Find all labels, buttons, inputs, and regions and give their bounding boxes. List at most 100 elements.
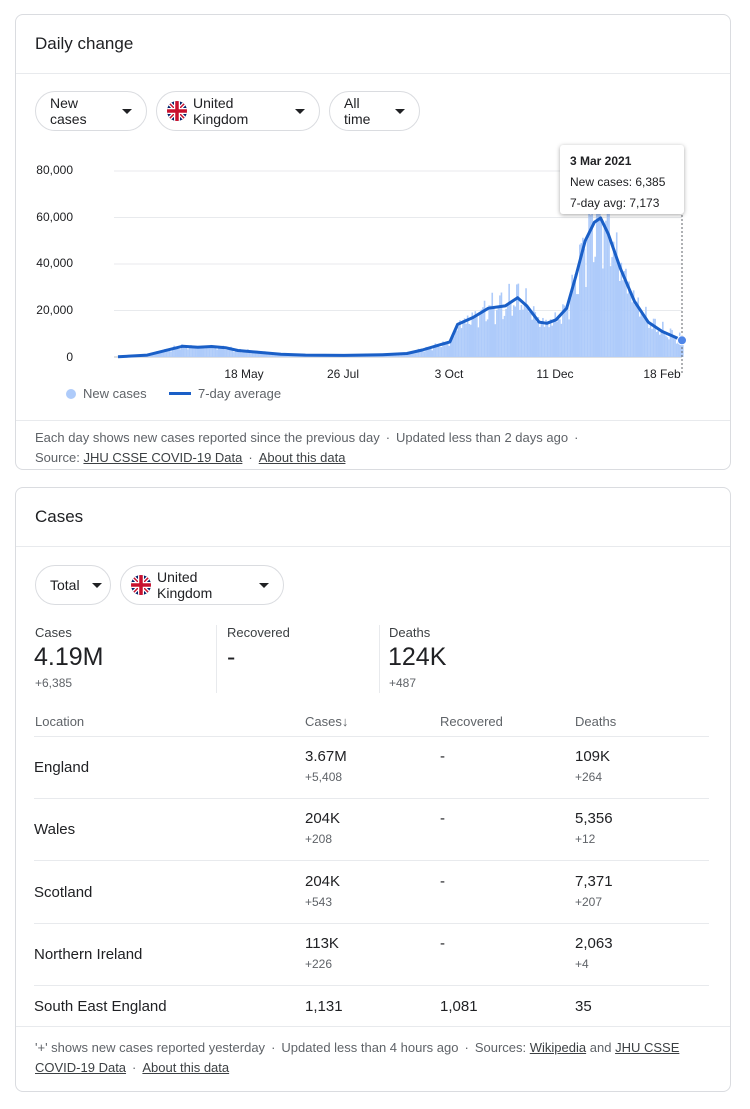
table-row-location[interactable]: Wales	[34, 821, 76, 838]
new-cases-bar	[499, 295, 501, 357]
country-dropdown[interactable]: United Kingdom	[156, 91, 320, 131]
new-cases-bar	[239, 348, 242, 357]
sources-label: Sources:	[474, 1040, 527, 1055]
new-cases-bar	[170, 351, 172, 357]
range-dropdown[interactable]: All time	[329, 91, 420, 131]
jhu-link-part2[interactable]: COVID-19 Data	[35, 1060, 127, 1075]
new-cases-bar	[477, 327, 480, 357]
daily-cases-chart[interactable]	[16, 15, 732, 415]
column-header-recovered[interactable]: Recovered	[440, 714, 503, 729]
new-cases-bar	[488, 305, 490, 357]
new-cases-bar	[227, 347, 229, 357]
new-cases-bar	[190, 345, 192, 357]
new-cases-bar	[436, 345, 438, 357]
scope-dropdown[interactable]: Total	[35, 565, 111, 605]
new-cases-bar	[208, 348, 211, 357]
new-cases-bar	[476, 314, 478, 357]
table-cell-deaths: 5,356	[575, 810, 613, 827]
jhu-link-part1[interactable]: JHU CSSE	[615, 1040, 680, 1055]
new-cases-bar	[465, 323, 467, 357]
chevron-down-icon	[122, 108, 132, 114]
column-header-deaths[interactable]: Deaths	[575, 714, 617, 729]
new-cases-bar	[422, 351, 424, 357]
new-cases-bar	[268, 353, 271, 357]
column-header-location[interactable]: Location	[35, 714, 85, 729]
new-cases-bar	[225, 349, 228, 357]
new-cases-bar	[165, 348, 168, 357]
new-cases-bar	[399, 353, 401, 357]
new-cases-bar	[479, 313, 481, 357]
new-cases-bar	[469, 324, 472, 357]
new-cases-bar	[187, 349, 189, 357]
new-cases-bar	[466, 315, 469, 357]
new-cases-bar	[652, 318, 655, 357]
table-cell-cases-delta: +543	[305, 895, 333, 909]
new-cases-bar	[247, 349, 249, 357]
new-cases-bar	[519, 309, 521, 357]
new-cases-bar	[540, 323, 543, 357]
column-header-cases[interactable]: Cases↓	[305, 714, 348, 729]
new-cases-bar	[651, 329, 653, 357]
new-cases-bar	[442, 341, 444, 357]
new-cases-bar	[665, 335, 667, 357]
new-cases-bar	[666, 337, 669, 357]
new-cases-bar	[237, 349, 240, 357]
new-cases-bar	[628, 281, 630, 357]
new-cases-bar	[492, 307, 495, 357]
new-cases-bar	[671, 330, 673, 357]
new-cases-bar	[277, 354, 280, 357]
cases-country-dropdown[interactable]: United Kingdom	[120, 565, 284, 605]
about-this-data-link[interactable]: About this data	[142, 1060, 230, 1075]
table-row-location[interactable]: Northern Ireland	[34, 946, 143, 963]
new-cases-bar	[210, 344, 212, 357]
x-tick-label: 11 Dec	[536, 367, 574, 381]
source-link[interactable]: JHU CSSE COVID-19 Data	[83, 450, 243, 465]
table-row-location[interactable]: South East England	[34, 998, 167, 1015]
new-cases-bar	[560, 323, 563, 357]
new-cases-bar	[274, 354, 277, 357]
new-cases-bar	[259, 352, 261, 357]
new-cases-bar	[523, 303, 526, 357]
new-cases-bar	[597, 207, 600, 357]
new-cases-bar	[486, 319, 489, 357]
new-cases-bar	[551, 325, 553, 357]
new-cases-bar	[194, 348, 197, 357]
new-cases-bar	[434, 343, 437, 357]
legend-new-cases: New cases	[66, 386, 147, 401]
summary-recovered-value: -	[227, 643, 236, 671]
y-tick-label: 40,000	[36, 256, 73, 270]
new-cases-bar	[425, 346, 427, 357]
new-cases-bar	[655, 331, 658, 357]
new-cases-bar	[248, 351, 251, 357]
table-row-location[interactable]: Scotland	[34, 884, 93, 901]
new-cases-bar	[503, 315, 506, 357]
new-cases-bar	[569, 298, 572, 357]
daily-change-card: Daily change New cases United Kingdom Al…	[15, 14, 731, 470]
new-cases-bar	[397, 354, 400, 357]
new-cases-bar	[419, 350, 421, 357]
hover-point[interactable]	[677, 335, 687, 346]
new-cases-bar	[150, 354, 152, 357]
table-cell-deaths: 109K	[575, 748, 611, 765]
new-cases-bar	[173, 345, 175, 357]
metric-dropdown[interactable]: New cases	[35, 91, 147, 131]
new-cases-bar	[608, 208, 610, 357]
chevron-down-icon	[259, 582, 269, 588]
new-cases-bar	[603, 223, 606, 357]
wikipedia-link[interactable]: Wikipedia	[529, 1040, 587, 1055]
new-cases-bar	[516, 284, 518, 357]
x-tick-label: 26 Jul	[326, 367, 360, 381]
tooltip-new-cases: New cases: 6,385	[570, 175, 666, 189]
new-cases-bar	[623, 270, 626, 357]
table-cell-cases-delta: +208	[305, 832, 333, 846]
summary-cases-delta: +6,385	[35, 676, 73, 690]
table-cell-cases: 113K	[305, 935, 339, 952]
new-cases-bar	[482, 307, 484, 357]
new-cases-bar	[224, 349, 226, 357]
new-cases-bar	[602, 268, 604, 357]
new-cases-bar	[632, 290, 635, 357]
about-this-data-link[interactable]: About this data	[258, 450, 346, 465]
new-cases-bar	[591, 205, 593, 357]
cases-card: Cases Total United Kingdom Cases 4.19M +…	[15, 487, 731, 1092]
table-row-location[interactable]: England	[34, 759, 90, 776]
